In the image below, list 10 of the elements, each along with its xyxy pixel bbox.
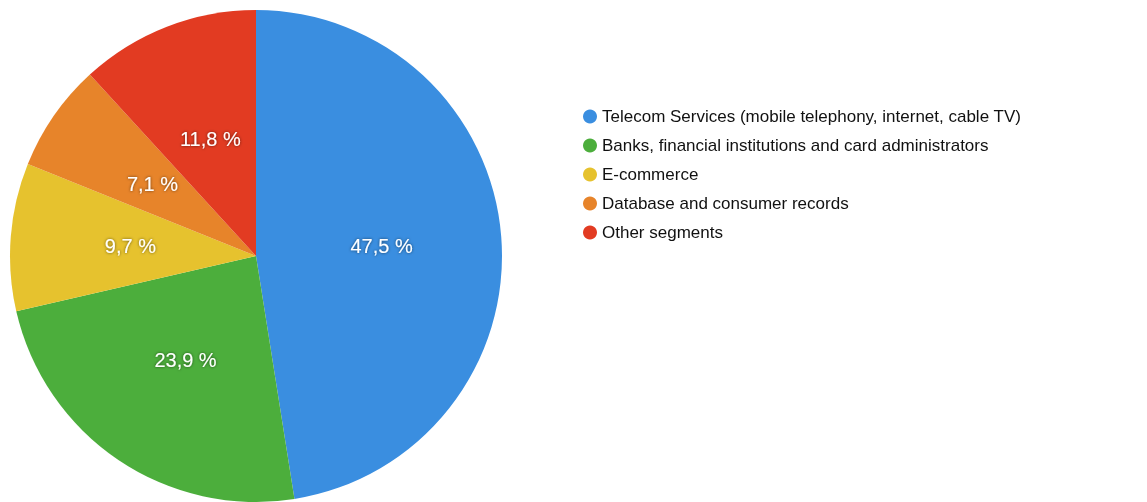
data-label: 9,7 % [104,235,157,258]
legend-label: E-commerce [602,165,699,184]
data-label: 11,8 % [179,127,241,150]
data-label: 7,1 % [126,173,179,196]
legend-label: Other segments [602,223,723,242]
legend-label: Database and consumer records [602,194,849,213]
legend-label: Banks, financial institutions and card administrators [602,136,989,155]
data-label: 23,9 % [154,349,217,372]
legend-label: Telecom Services (mobile telephony, internet, cable TV) [602,107,1021,126]
data-label: 47,5 % [350,235,413,258]
